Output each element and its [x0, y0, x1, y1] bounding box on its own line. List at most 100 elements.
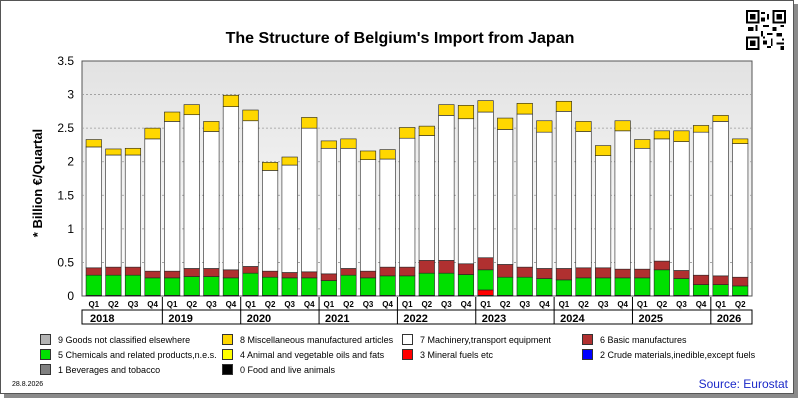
bar-segment [438, 260, 455, 274]
bar-segment [575, 131, 592, 269]
bar-segment [301, 117, 318, 129]
bar-segment [164, 111, 181, 122]
x-tick-label: Q4 [539, 300, 550, 309]
y-tick-label: 2 [67, 155, 74, 169]
year-label: 2018 [90, 313, 114, 325]
bar-segment [477, 100, 494, 113]
bar-segment [320, 273, 337, 281]
bar-segment [124, 266, 142, 276]
bar-segment [418, 260, 435, 274]
bar-segment [595, 155, 612, 269]
bar-segment [653, 269, 670, 296]
bar-segment [673, 278, 690, 296]
bar-segment [242, 109, 259, 122]
bar-segment [262, 276, 279, 296]
bar-segment [85, 274, 102, 296]
bar-segment [262, 170, 279, 272]
bar-segment [692, 131, 710, 276]
bar-segment [183, 114, 200, 269]
bar-segment [320, 280, 337, 296]
bar-segment [536, 131, 553, 269]
bar-segment [712, 284, 729, 296]
bar-segment [673, 130, 690, 142]
bar-segment [673, 270, 690, 279]
bar-segment [595, 267, 612, 279]
bar-segment [575, 277, 592, 296]
bar-segment [516, 276, 533, 296]
x-tick-label: Q3 [676, 300, 687, 309]
bar-segment [379, 275, 396, 296]
bar-segment [222, 269, 239, 279]
x-tick-label: Q2 [735, 300, 746, 309]
bar-segment [222, 106, 239, 271]
bar-segment [399, 137, 416, 268]
bar-segment [222, 277, 239, 296]
bar-segment [653, 138, 670, 262]
bar-segment [692, 125, 710, 133]
bar-segment [575, 121, 592, 132]
bar-segment [164, 277, 181, 296]
year-label: 2022 [403, 313, 427, 325]
bar-segment [85, 139, 102, 148]
x-tick-label: Q4 [304, 300, 315, 309]
bar-segment [320, 147, 337, 275]
x-tick-label: Q2 [186, 300, 197, 309]
bar-segment [732, 143, 749, 278]
y-tick-label: 0 [67, 289, 74, 303]
x-tick-label: Q3 [519, 300, 530, 309]
bar-segment [399, 127, 416, 139]
bar-segment [242, 272, 259, 296]
bar-segment [301, 271, 318, 279]
x-tick-label: Q1 [559, 300, 570, 309]
bar-segment [281, 156, 298, 166]
bar-segment [634, 268, 651, 279]
bar-segment [497, 264, 514, 278]
x-tick-label: Q3 [598, 300, 609, 309]
qr-code-icon [746, 10, 786, 50]
bar-segment [457, 118, 475, 265]
bar-segment [242, 266, 259, 274]
bar-segment [340, 268, 357, 276]
x-tick-label: Q4 [461, 300, 472, 309]
y-tick-label: 1 [67, 222, 74, 236]
bar-segment [634, 139, 651, 149]
bar-segment [732, 276, 749, 287]
bar-segment [379, 158, 396, 268]
x-tick-label: Q2 [500, 300, 511, 309]
year-label: 2021 [325, 313, 349, 325]
bar-segment [457, 105, 475, 120]
x-tick-label: Q1 [245, 300, 256, 309]
bar-segment [732, 285, 749, 296]
x-tick-label: Q1 [637, 300, 648, 309]
bar-segment [595, 277, 612, 296]
bar-segment [124, 147, 142, 156]
bar-segment [105, 274, 122, 296]
bar-segment [673, 141, 690, 271]
bar-segment [203, 121, 220, 132]
bar-segment [457, 274, 475, 296]
bar-segment [203, 131, 220, 269]
bar-segment [340, 138, 357, 149]
year-label: 2019 [168, 313, 192, 325]
bar-segment [320, 140, 337, 149]
bar-segment [497, 129, 514, 265]
bar-segment [359, 159, 377, 272]
bar-segment [438, 115, 455, 261]
bar-segment [516, 266, 533, 278]
bar-segment [262, 162, 279, 171]
y-tick-label: 0.5 [57, 255, 74, 269]
bar-segment [85, 267, 102, 276]
bar-segment [555, 100, 572, 112]
year-axis-band [81, 309, 753, 325]
bar-segment [262, 270, 279, 278]
bar-segment [634, 147, 651, 270]
bar-segment [653, 130, 670, 140]
bar-segment [712, 121, 729, 277]
bar-segment [418, 135, 435, 261]
y-tick-label: 3.5 [57, 54, 74, 68]
bar-segment [281, 272, 298, 279]
bar-segment [418, 272, 435, 296]
x-tick-label: Q3 [441, 300, 452, 309]
bar-segment [477, 111, 494, 259]
x-tick-label: Q4 [382, 300, 393, 309]
